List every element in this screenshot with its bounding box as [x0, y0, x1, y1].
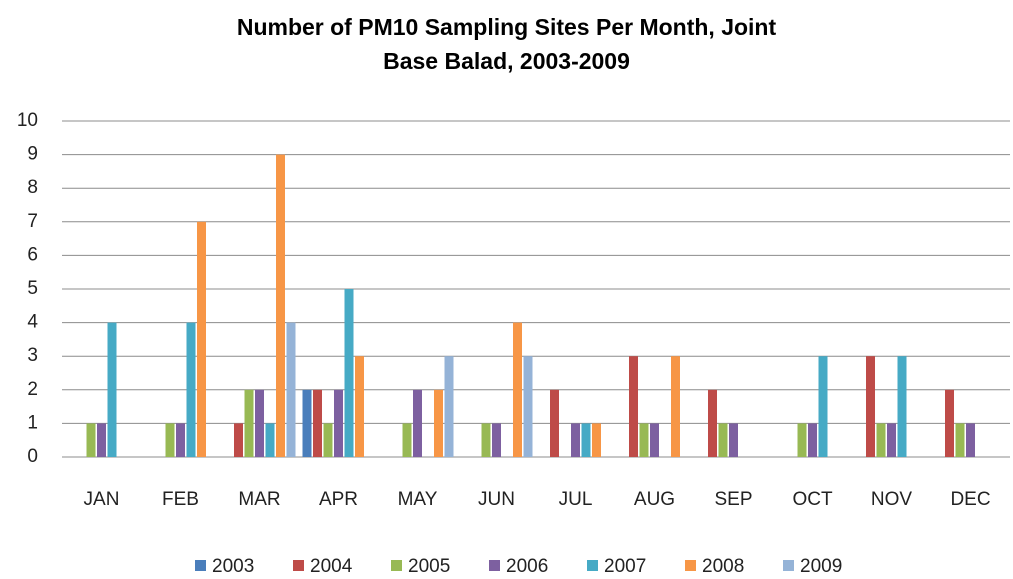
- bar: [276, 154, 285, 457]
- bar: [571, 423, 580, 457]
- bar: [344, 289, 354, 457]
- legend-label: 2006: [506, 556, 548, 577]
- bar: [629, 356, 638, 457]
- bar: [97, 423, 106, 457]
- bar: [729, 423, 738, 457]
- bar: [444, 356, 454, 457]
- bar: [234, 423, 243, 457]
- x-tick-label: OCT: [792, 489, 833, 510]
- bar: [492, 423, 501, 457]
- x-tick-label: JAN: [84, 489, 120, 510]
- legend-label: 2007: [604, 556, 646, 577]
- bar: [818, 356, 828, 457]
- bar: [718, 423, 728, 457]
- x-tick-label: JUN: [478, 489, 515, 510]
- bar: [286, 322, 296, 457]
- bar: [355, 356, 364, 457]
- legend-swatch: [293, 560, 304, 571]
- bar: [255, 389, 264, 457]
- y-tick-label: 3: [27, 345, 38, 366]
- bar: [550, 389, 559, 457]
- y-tick-label: 2: [27, 379, 38, 400]
- bar: [197, 221, 206, 457]
- chart-title: Number of PM10 Sampling Sites Per Month,…: [236, 14, 777, 74]
- bar: [107, 322, 117, 457]
- legend-swatch: [685, 560, 696, 571]
- x-tick-label: APR: [319, 489, 358, 510]
- bar: [966, 423, 975, 457]
- bar: [481, 423, 491, 457]
- bar: [955, 423, 965, 457]
- bar: [176, 423, 185, 457]
- x-tick-label: MAY: [398, 489, 438, 510]
- legend-label: 2003: [212, 556, 254, 577]
- bar: [897, 356, 907, 457]
- bar: [302, 389, 312, 457]
- bar: [650, 423, 659, 457]
- legend-label: 2004: [310, 556, 353, 577]
- x-tick-label: FEB: [162, 489, 199, 510]
- bar: [887, 423, 896, 457]
- bar: [581, 423, 591, 457]
- bar: [523, 356, 533, 457]
- y-tick-label: 9: [27, 144, 38, 165]
- legend-swatch: [587, 560, 598, 571]
- legend-swatch: [195, 560, 206, 571]
- bar: [165, 423, 175, 457]
- bar: [323, 423, 333, 457]
- y-tick-label: 4: [27, 312, 38, 333]
- y-tick-label: 10: [17, 110, 38, 131]
- y-tick-label: 7: [27, 211, 38, 232]
- legend-swatch: [391, 560, 402, 571]
- bar: [592, 423, 601, 457]
- bar: [334, 389, 343, 457]
- bar: [186, 322, 196, 457]
- bar: [866, 356, 875, 457]
- bar: [313, 389, 322, 457]
- x-tick-label: SEP: [714, 489, 752, 510]
- x-tick-label: DEC: [950, 489, 990, 510]
- bar: [402, 423, 412, 457]
- x-tick-label: AUG: [634, 489, 675, 510]
- bar: [708, 389, 717, 457]
- title-wrap: Number of PM10 Sampling Sites Per Month,…: [0, 10, 1013, 78]
- legend-label: 2005: [408, 556, 450, 577]
- bar: [671, 356, 680, 457]
- legend-label: 2008: [702, 556, 744, 577]
- bar: [413, 389, 422, 457]
- x-tick-label: JUL: [559, 489, 593, 510]
- y-tick-label: 6: [27, 244, 38, 265]
- x-tick-label: NOV: [871, 489, 913, 510]
- legend-label: 2009: [800, 556, 842, 577]
- legend-swatch: [489, 560, 500, 571]
- bar: [86, 423, 96, 457]
- bar: [808, 423, 817, 457]
- y-tick-label: 8: [27, 177, 38, 198]
- bar: [244, 389, 254, 457]
- y-tick-label: 1: [27, 412, 38, 433]
- y-tick-label: 5: [27, 278, 38, 299]
- bar: [797, 423, 807, 457]
- bar: [876, 423, 886, 457]
- bar: [513, 322, 522, 457]
- legend-swatch: [783, 560, 794, 571]
- y-tick-label: 0: [27, 446, 38, 467]
- bar: [945, 389, 954, 457]
- bar: [265, 423, 275, 457]
- bar: [434, 389, 443, 457]
- x-tick-label: MAR: [238, 489, 280, 510]
- bar: [639, 423, 649, 457]
